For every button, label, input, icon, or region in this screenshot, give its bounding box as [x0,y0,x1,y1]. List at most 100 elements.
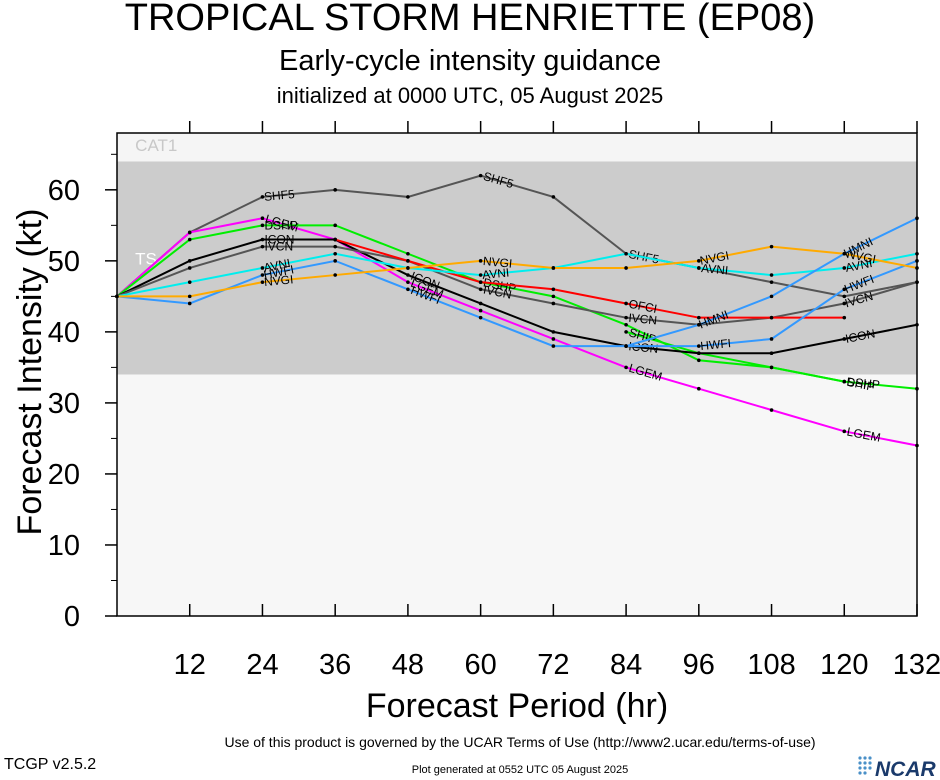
series-point-lgem [260,216,265,221]
series-label-avni: AVNI [262,256,291,275]
series-label-shf5: SHF5 [263,187,295,204]
series-point-avni [187,280,192,284]
series-label-avni: AVNI [482,265,510,282]
series-line-nvgi [117,245,918,298]
series-line-ivcn [116,245,918,326]
series-point-icon [187,259,192,263]
series-point-hwfi [187,301,192,306]
series-point-ship [769,365,774,370]
series-point-nvgi [187,294,192,299]
series-label-ivcn: IVCN [628,311,658,328]
series-point-ivcn [478,287,483,292]
series-label-icon: ICON [264,233,294,247]
series-point-icon [769,351,774,355]
series-point-icon [406,273,410,277]
series-point-ofci [478,280,483,284]
series-point-ofci [551,287,556,292]
x-tick-label: 120 [820,649,868,681]
x-tick-label: 72 [537,649,569,681]
series-point-icon [697,351,701,355]
series-point-ship [842,379,847,384]
series-ofci: OFCI [333,237,847,320]
series-point-dshp [697,358,701,363]
series-point-ivcn [187,266,192,270]
series-point-shf5 [260,195,265,199]
series-point-hwfi [333,259,337,263]
series-nvgi: NVGI NVGI NVGI NVGI [115,244,919,299]
ncar-logo-text: NCAR [875,758,936,780]
series-point-avni [697,266,701,270]
y-tick-label: 20 [48,459,80,491]
generated-time: Plot generated at 0552 UTC 05 August 202… [411,764,629,776]
series-label-ofci: OFCI [628,297,659,316]
series-point-nvgi [551,266,556,270]
version-label: TCGP v2.5.2 [4,756,97,773]
series-point-shf5 [333,188,337,192]
x-tick-label: 96 [683,649,715,681]
series-point-lgem [697,386,701,391]
band-label-ts: TS [135,249,157,268]
series-point-nvgi [478,259,483,263]
series-label-nvgi: NVGI [699,248,730,267]
series-point-lgem [406,280,410,284]
series-point-nvgi [260,280,265,284]
series-label-ship: SHIP [846,375,876,394]
series-point-hmni [769,294,774,299]
series-point-lgem [624,365,628,370]
series-point-icon [478,301,483,306]
series-point-ofci [842,315,847,320]
x-tick-label: 48 [392,649,424,681]
chart-init-time: initialized at 0000 UTC, 05 August 2025 [276,83,664,108]
series-point-ivcn [333,244,337,249]
series-line-ship [625,330,845,383]
ncar-logo: NCAR [858,756,936,780]
series-point-icon [260,237,265,242]
chart-subtitle: Early-cycle intensity guidance [278,45,661,77]
series-point-icon [842,337,847,341]
series-point-dshp [333,223,337,228]
series-point-ofci [697,315,701,320]
series-label-ivcn: IVCN [264,240,293,254]
series-point-shf5 [406,195,410,199]
series-avni: AVNI AVNI AVNI AVNI [115,251,919,299]
series-label-lgem: LGEM [846,425,882,445]
series-point-dshp [624,322,628,327]
series-point-dshp [406,251,410,256]
series-point-avni [769,273,774,277]
series-point-hwfi [551,344,556,348]
series-point-nvgi [333,273,337,277]
y-tick-label: 60 [48,175,80,207]
series-point-lgem [551,337,556,341]
series-label-nvgi: NVGI [846,247,877,266]
series-point-lgem [478,308,483,313]
x-tick-label: 108 [747,649,795,681]
series-point-nvgi [406,266,410,270]
series-label-ivcn: IVCN [482,282,513,301]
series-line-shf5 [116,174,918,298]
x-tick-label: 36 [319,649,351,681]
series-point-hwfi [406,287,410,292]
series-point-hmni [842,251,847,256]
x-axis-label: Forecast Period (hr) [365,687,669,725]
series-point-lgem [769,408,774,412]
series-point-avni [260,266,265,270]
series-point-hwfi [260,273,265,277]
series-point-ofci [333,237,337,242]
series-point-hwfi [769,337,774,341]
series-label-dshp: DSHP [264,218,297,232]
series-point-lgem [842,429,847,434]
plot-frame [116,132,918,617]
series-label-avni: AVNI [844,256,873,275]
y-tick-label: 50 [48,246,80,278]
series-label-hwfi: HWFI [700,336,732,353]
series-line-icon [116,238,918,355]
series-point-ivcn [624,315,628,320]
series-label-nvgi: NVGI [263,272,294,289]
series-point-ofci [624,301,628,306]
series-point-ivcn [260,244,265,249]
series-point-ofci [406,259,410,263]
series-line-avni [116,252,918,298]
